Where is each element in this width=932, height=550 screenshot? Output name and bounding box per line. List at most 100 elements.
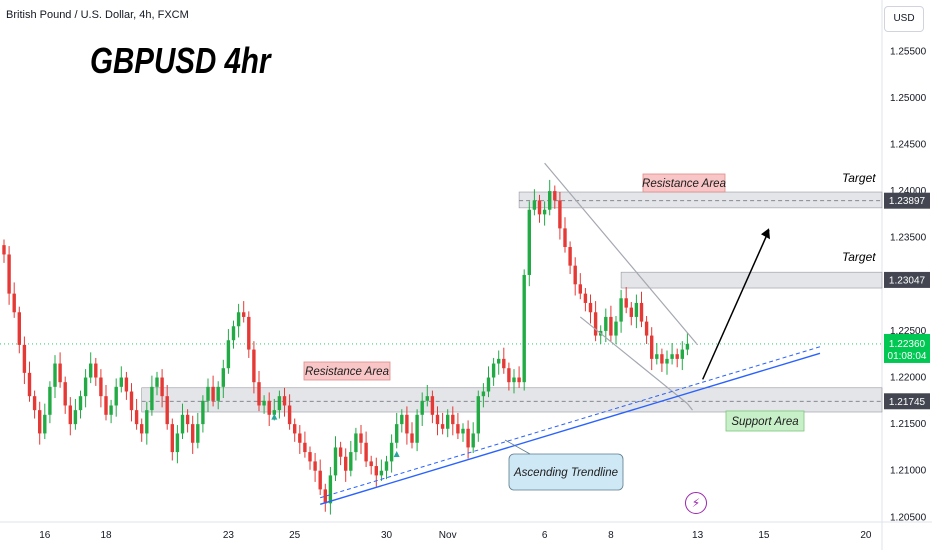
x-tick-label: 18 bbox=[100, 530, 112, 541]
channel-upper-line bbox=[544, 162, 699, 346]
y-tick-label: 1.25500 bbox=[890, 46, 927, 57]
bear-candle bbox=[318, 470, 322, 490]
x-tick-label: Nov bbox=[439, 530, 457, 541]
bear-candle bbox=[165, 396, 169, 425]
x-tick-label: 16 bbox=[39, 530, 51, 541]
bear-candle bbox=[364, 442, 368, 462]
bull-candle bbox=[349, 452, 353, 471]
lightning-icon[interactable]: ⚡ bbox=[685, 492, 707, 514]
x-tick-label: 15 bbox=[758, 530, 770, 541]
bull-candle bbox=[481, 391, 486, 397]
bear-candle bbox=[430, 396, 435, 415]
bear-candle bbox=[7, 254, 11, 294]
bear-candle bbox=[38, 410, 42, 434]
bull-candle bbox=[78, 396, 83, 411]
bear-candle bbox=[32, 396, 37, 411]
bear-candle bbox=[553, 191, 557, 201]
currency-badge[interactable]: USD bbox=[884, 6, 924, 32]
target-label: Target bbox=[842, 171, 876, 185]
bull-candle bbox=[48, 386, 52, 415]
trendline-label-box bbox=[508, 453, 624, 491]
bear-candle bbox=[466, 428, 470, 448]
bear-candle bbox=[639, 302, 644, 322]
bull-candle bbox=[527, 209, 531, 275]
bull-candle bbox=[277, 396, 282, 411]
resistance-area-label-top-box bbox=[642, 173, 726, 193]
channel-lower-line bbox=[579, 316, 688, 405]
bear-candle bbox=[124, 377, 129, 392]
bear-candle bbox=[293, 424, 297, 434]
bull-candle bbox=[206, 386, 210, 401]
bull-candle bbox=[150, 386, 154, 411]
bull-candle bbox=[155, 377, 159, 387]
y-tick-label: 1.24500 bbox=[890, 139, 927, 150]
bear-candle bbox=[303, 442, 307, 453]
bear-candle bbox=[94, 363, 98, 378]
bear-candle bbox=[267, 400, 271, 415]
bear-candle bbox=[308, 452, 312, 462]
bull-candle bbox=[109, 405, 113, 415]
x-tick-label: 23 bbox=[223, 530, 235, 541]
bull-candle bbox=[619, 298, 623, 322]
current-price-badge bbox=[884, 333, 930, 363]
bull-candle bbox=[486, 377, 491, 392]
current-price-text: 1.22360 bbox=[889, 339, 926, 350]
y-tick-label: 1.22500 bbox=[890, 326, 927, 337]
signal-marker bbox=[393, 450, 400, 457]
bear-candle bbox=[573, 265, 577, 285]
bull-candle bbox=[425, 396, 429, 401]
bull-candle bbox=[471, 433, 475, 448]
bear-candle bbox=[502, 358, 506, 369]
bear-candle bbox=[369, 461, 373, 467]
bear-candle bbox=[660, 354, 664, 364]
bear-candle bbox=[537, 200, 542, 215]
bear-candle bbox=[650, 335, 654, 359]
bear-candle bbox=[609, 316, 613, 336]
bull-candle bbox=[548, 191, 552, 210]
bear-candle bbox=[282, 396, 287, 406]
bull-candle bbox=[114, 386, 118, 406]
price-badge bbox=[884, 393, 930, 410]
bear-candle bbox=[58, 363, 62, 383]
bear-candle bbox=[374, 466, 378, 476]
bull-candle bbox=[680, 349, 684, 359]
bear-candle bbox=[298, 433, 302, 443]
y-tick-label: 1.20500 bbox=[890, 512, 927, 523]
zone-upper bbox=[518, 191, 883, 209]
bull-candle bbox=[522, 274, 526, 383]
ascending-trendline bbox=[319, 352, 821, 505]
bull-candle bbox=[532, 200, 537, 210]
bull-candle bbox=[226, 340, 231, 369]
bear-candle bbox=[593, 312, 598, 336]
bear-candle bbox=[160, 377, 164, 397]
bear-candle bbox=[517, 377, 521, 383]
bear-candle bbox=[359, 433, 363, 443]
bear-candle bbox=[134, 410, 139, 425]
bear-candle bbox=[338, 447, 343, 457]
bull-candle bbox=[542, 209, 547, 215]
bear-candle bbox=[451, 414, 455, 425]
bear-candle bbox=[410, 433, 414, 443]
y-tick-label: 1.25000 bbox=[890, 93, 927, 104]
trendline-label: Ascending Trendline bbox=[513, 467, 618, 479]
bear-candle bbox=[435, 414, 440, 425]
countdown-text: 01:08:04 bbox=[888, 351, 927, 362]
price-badge bbox=[884, 192, 930, 209]
bull-candle bbox=[512, 377, 516, 383]
x-tick-label: 20 bbox=[860, 530, 872, 541]
bear-candle bbox=[313, 461, 317, 471]
bear-candle bbox=[405, 414, 409, 434]
bear-candle bbox=[129, 391, 134, 411]
bull-candle bbox=[400, 414, 404, 425]
bull-candle bbox=[53, 363, 57, 387]
bull-candle bbox=[221, 368, 225, 387]
bear-candle bbox=[624, 298, 628, 308]
bear-candle bbox=[558, 200, 562, 229]
bear-candle bbox=[456, 424, 460, 434]
bear-candle bbox=[191, 424, 195, 443]
bear-candle bbox=[507, 368, 511, 383]
bull-candle bbox=[685, 343, 690, 350]
bear-candle bbox=[211, 386, 215, 401]
y-tick-label: 1.22000 bbox=[890, 373, 927, 384]
